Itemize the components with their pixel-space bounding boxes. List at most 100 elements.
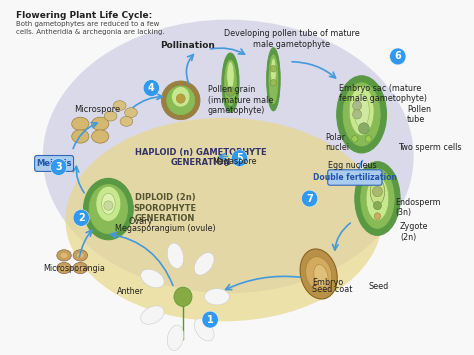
Ellipse shape xyxy=(167,243,183,268)
Text: Double fertilization: Double fertilization xyxy=(313,173,397,182)
Ellipse shape xyxy=(349,86,374,135)
Ellipse shape xyxy=(361,169,394,228)
Ellipse shape xyxy=(73,250,88,261)
Text: Anther: Anther xyxy=(118,287,145,296)
Circle shape xyxy=(104,201,113,210)
Ellipse shape xyxy=(91,117,109,131)
Text: Egg nucleus: Egg nucleus xyxy=(328,161,376,170)
Circle shape xyxy=(353,110,362,119)
Ellipse shape xyxy=(306,257,332,291)
Circle shape xyxy=(73,209,90,226)
Circle shape xyxy=(352,136,358,142)
Text: 3: 3 xyxy=(55,162,62,172)
Ellipse shape xyxy=(269,55,278,104)
Text: 5: 5 xyxy=(236,153,243,163)
Ellipse shape xyxy=(96,186,121,222)
Text: Embryo: Embryo xyxy=(312,278,343,287)
Ellipse shape xyxy=(141,269,164,288)
Ellipse shape xyxy=(76,265,84,271)
Text: Microspore: Microspore xyxy=(74,105,120,114)
Circle shape xyxy=(373,186,383,197)
Ellipse shape xyxy=(167,325,183,350)
Circle shape xyxy=(202,311,218,328)
Text: Megaspore: Megaspore xyxy=(212,157,257,166)
Text: Seed coat: Seed coat xyxy=(312,285,352,294)
Circle shape xyxy=(358,123,369,134)
Ellipse shape xyxy=(120,116,133,126)
FancyBboxPatch shape xyxy=(35,155,73,171)
Text: Seed: Seed xyxy=(368,282,389,291)
Ellipse shape xyxy=(370,178,385,205)
Ellipse shape xyxy=(172,87,190,107)
Ellipse shape xyxy=(167,86,195,115)
Ellipse shape xyxy=(204,289,229,305)
Circle shape xyxy=(143,80,159,97)
Ellipse shape xyxy=(194,253,214,275)
Text: Both gametophytes are reduced to a few
cells. Antheridia & archegonia are lackin: Both gametophytes are reduced to a few c… xyxy=(16,21,164,35)
Text: Megasporangium (ovule): Megasporangium (ovule) xyxy=(115,224,216,233)
Ellipse shape xyxy=(194,318,214,341)
Text: Flowering Plant Life Cycle:: Flowering Plant Life Cycle: xyxy=(16,11,152,20)
Ellipse shape xyxy=(60,265,68,271)
Text: Pollen grain
(immature male
gametophyte): Pollen grain (immature male gametophyte) xyxy=(208,86,273,115)
Ellipse shape xyxy=(72,117,89,131)
Text: 2: 2 xyxy=(78,213,84,223)
Text: 7: 7 xyxy=(306,193,313,203)
Ellipse shape xyxy=(89,185,128,234)
Text: Pollen
tube: Pollen tube xyxy=(407,105,431,124)
Ellipse shape xyxy=(314,264,328,287)
Circle shape xyxy=(270,80,277,86)
Text: 6: 6 xyxy=(394,51,401,61)
Ellipse shape xyxy=(65,118,382,321)
Circle shape xyxy=(270,65,277,72)
Ellipse shape xyxy=(73,262,88,274)
Ellipse shape xyxy=(222,53,239,113)
Text: Endosperm
(3n): Endosperm (3n) xyxy=(395,198,441,217)
Ellipse shape xyxy=(354,94,369,127)
Text: Pollination: Pollination xyxy=(160,42,215,50)
Ellipse shape xyxy=(343,83,380,146)
Ellipse shape xyxy=(57,250,71,261)
Text: Zygote
(2n): Zygote (2n) xyxy=(400,222,428,242)
FancyBboxPatch shape xyxy=(328,170,382,185)
Text: Ovary: Ovary xyxy=(129,217,153,226)
Ellipse shape xyxy=(337,76,386,153)
Circle shape xyxy=(50,159,67,175)
Ellipse shape xyxy=(141,306,164,324)
Ellipse shape xyxy=(83,178,133,240)
Ellipse shape xyxy=(300,249,337,299)
Ellipse shape xyxy=(57,262,71,274)
Circle shape xyxy=(365,136,372,142)
Ellipse shape xyxy=(101,193,115,214)
Circle shape xyxy=(226,87,235,96)
Ellipse shape xyxy=(91,130,109,143)
Ellipse shape xyxy=(60,252,68,258)
Text: 4: 4 xyxy=(148,83,155,93)
Ellipse shape xyxy=(43,20,414,293)
Text: 1: 1 xyxy=(207,315,213,324)
Ellipse shape xyxy=(225,60,237,105)
Text: HAPLOID (n) GAMETOPHYTE
GENERATION: HAPLOID (n) GAMETOPHYTE GENERATION xyxy=(135,148,267,167)
Ellipse shape xyxy=(162,81,200,120)
Circle shape xyxy=(390,48,406,65)
Text: Meiosis: Meiosis xyxy=(36,159,72,168)
Ellipse shape xyxy=(76,252,84,258)
Circle shape xyxy=(301,190,318,207)
Text: Two sperm cells: Two sperm cells xyxy=(398,143,461,152)
Circle shape xyxy=(353,101,362,110)
Text: Developing pollen tube of mature
male gametophyte: Developing pollen tube of mature male ga… xyxy=(224,29,359,49)
Ellipse shape xyxy=(174,287,192,306)
Text: Microsporangia: Microsporangia xyxy=(43,264,105,273)
Text: Embryo sac (mature
female gametophyte): Embryo sac (mature female gametophyte) xyxy=(339,83,427,103)
Circle shape xyxy=(231,150,247,166)
Ellipse shape xyxy=(104,111,117,121)
Ellipse shape xyxy=(227,62,234,90)
Ellipse shape xyxy=(271,58,276,86)
Ellipse shape xyxy=(72,130,89,143)
Ellipse shape xyxy=(366,177,389,220)
Circle shape xyxy=(374,201,382,210)
Circle shape xyxy=(176,94,185,103)
Text: DIPLOID (2n)
SPOROPHYTE
GENERATION: DIPLOID (2n) SPOROPHYTE GENERATION xyxy=(133,193,196,223)
Ellipse shape xyxy=(355,162,400,235)
Ellipse shape xyxy=(113,101,126,110)
